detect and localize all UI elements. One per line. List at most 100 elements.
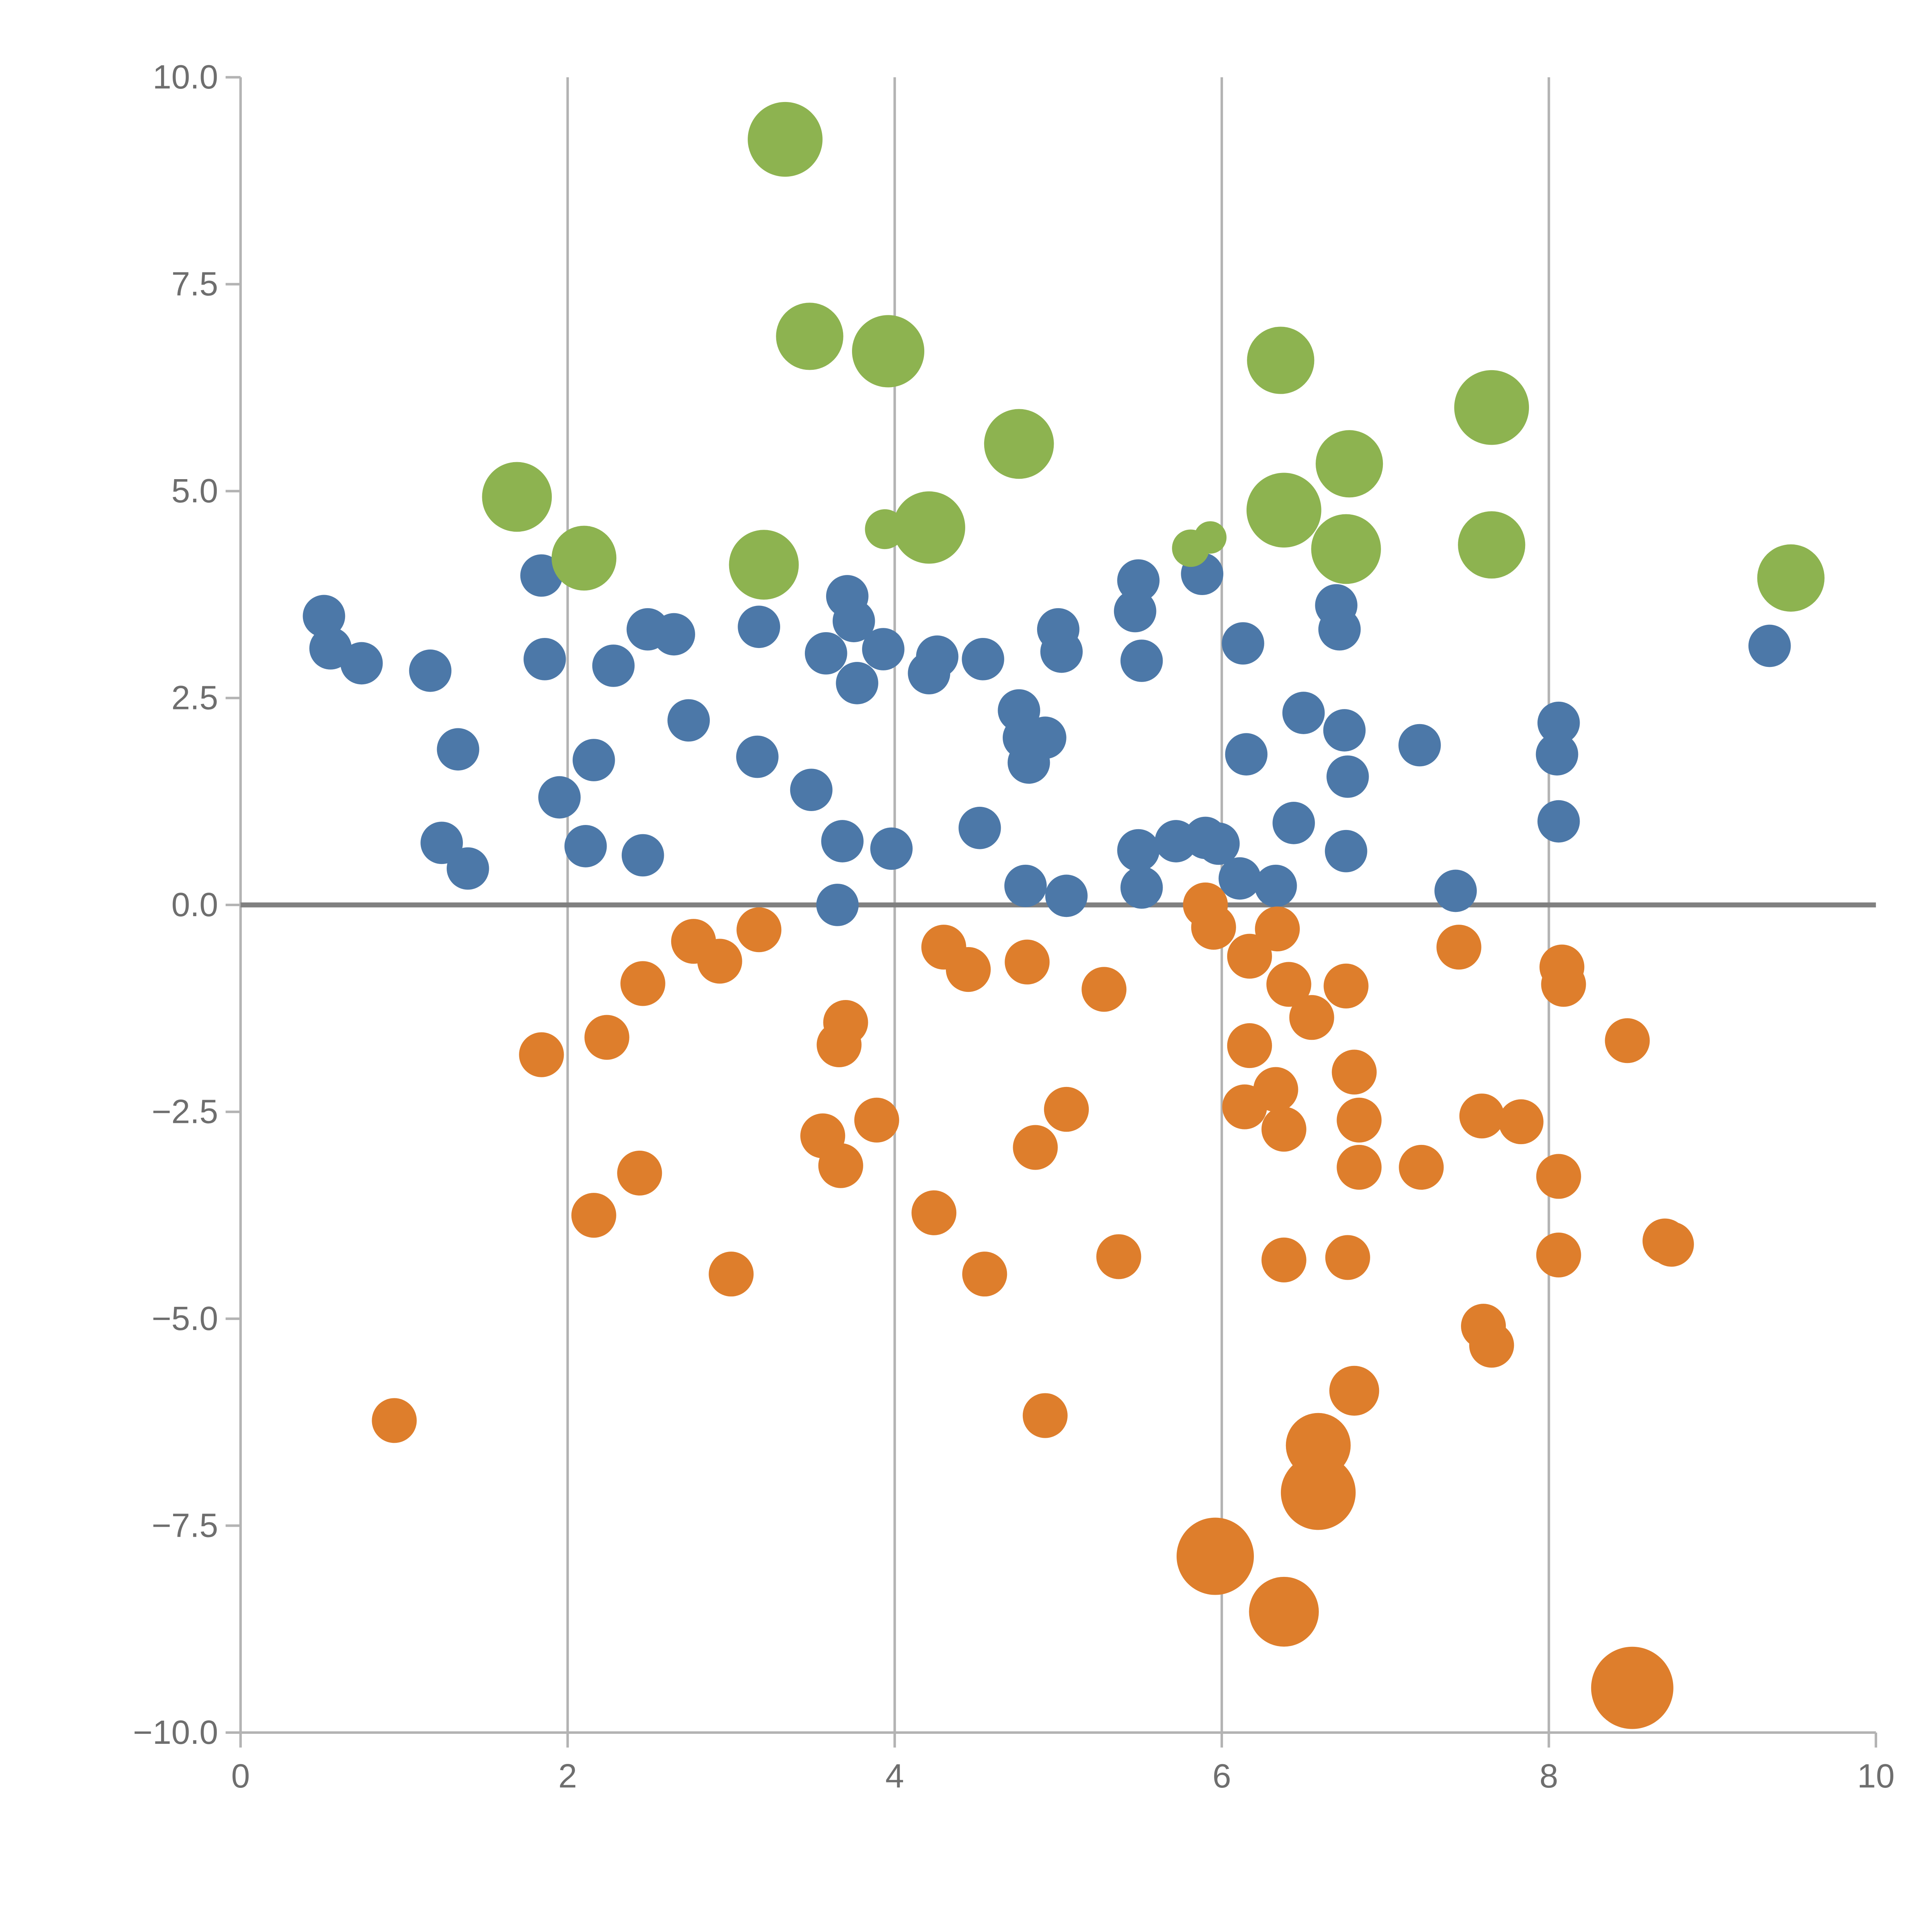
data-point bbox=[1120, 639, 1163, 682]
data-point bbox=[821, 820, 864, 862]
data-point bbox=[1218, 857, 1261, 900]
data-point bbox=[738, 605, 781, 648]
data-point bbox=[832, 600, 875, 643]
data-point bbox=[1536, 733, 1578, 776]
data-point bbox=[1197, 822, 1240, 865]
data-point bbox=[697, 939, 742, 984]
data-point bbox=[1082, 967, 1127, 1012]
data-point bbox=[617, 1150, 662, 1196]
data-point bbox=[946, 947, 991, 992]
data-point bbox=[1281, 1455, 1356, 1530]
data-point bbox=[1536, 1154, 1581, 1199]
data-point bbox=[303, 595, 345, 638]
y-tick-label: −7.5 bbox=[152, 1507, 218, 1544]
data-point bbox=[1120, 866, 1163, 909]
data-point bbox=[520, 554, 563, 597]
data-point bbox=[1254, 864, 1297, 907]
data-point bbox=[776, 303, 844, 370]
data-point bbox=[1311, 514, 1381, 584]
data-point bbox=[372, 1398, 417, 1443]
x-tick-label: 4 bbox=[885, 1757, 904, 1795]
data-point bbox=[1536, 1232, 1581, 1278]
data-point bbox=[571, 1193, 616, 1238]
data-point bbox=[1323, 709, 1366, 752]
data-point bbox=[1247, 327, 1315, 394]
data-point bbox=[1024, 716, 1066, 759]
x-tick-label: 0 bbox=[231, 1757, 250, 1795]
y-tick-label: 10.0 bbox=[153, 58, 218, 96]
data-point bbox=[893, 491, 965, 564]
data-point bbox=[854, 1097, 899, 1143]
data-point bbox=[564, 825, 607, 867]
data-point bbox=[1117, 559, 1160, 602]
data-point bbox=[709, 1252, 754, 1297]
data-point bbox=[870, 827, 913, 870]
data-point bbox=[1434, 869, 1477, 912]
y-tick-label: 7.5 bbox=[171, 265, 218, 303]
data-point bbox=[1332, 1049, 1377, 1095]
data-point bbox=[420, 821, 463, 864]
data-point bbox=[1005, 939, 1050, 985]
series-green bbox=[482, 102, 1825, 612]
data-point bbox=[1013, 1125, 1058, 1170]
data-point bbox=[1249, 1577, 1319, 1647]
data-point bbox=[1326, 755, 1369, 798]
data-point bbox=[1325, 830, 1367, 872]
data-point bbox=[551, 526, 617, 591]
data-point bbox=[1225, 733, 1268, 776]
data-point bbox=[1541, 962, 1586, 1007]
data-point bbox=[862, 628, 905, 670]
data-point bbox=[1194, 521, 1227, 554]
data-point bbox=[823, 1000, 868, 1045]
y-tick-label: 0.0 bbox=[171, 886, 218, 923]
data-point bbox=[437, 728, 480, 771]
data-point bbox=[653, 613, 695, 656]
data-point bbox=[1605, 1018, 1650, 1063]
data-point bbox=[1454, 370, 1529, 445]
data-point bbox=[984, 409, 1054, 479]
data-point bbox=[804, 632, 847, 675]
data-point bbox=[1537, 701, 1580, 744]
data-point bbox=[1315, 584, 1358, 627]
data-point bbox=[1253, 1067, 1298, 1112]
data-point bbox=[836, 662, 878, 704]
data-point bbox=[1227, 1023, 1272, 1068]
data-point bbox=[790, 769, 833, 811]
data-point bbox=[340, 642, 383, 685]
y-tick-label: 5.0 bbox=[171, 472, 218, 510]
y-tick-label: −5.0 bbox=[152, 1300, 218, 1337]
data-point bbox=[523, 638, 566, 680]
data-point bbox=[409, 649, 452, 692]
data-point bbox=[1337, 1097, 1382, 1143]
x-tick-label: 6 bbox=[1213, 1757, 1231, 1795]
x-tick-label: 8 bbox=[1539, 1757, 1558, 1795]
data-point bbox=[1282, 692, 1325, 734]
data-point bbox=[1004, 864, 1047, 907]
data-point bbox=[1222, 622, 1264, 665]
data-point bbox=[1498, 1099, 1544, 1145]
data-point bbox=[620, 961, 665, 1006]
data-point bbox=[538, 776, 581, 819]
data-point bbox=[818, 1143, 863, 1188]
data-point bbox=[519, 1032, 564, 1077]
data-point bbox=[592, 645, 635, 687]
data-point bbox=[1177, 1517, 1254, 1595]
data-point bbox=[729, 530, 799, 600]
data-point bbox=[447, 847, 489, 890]
data-point bbox=[1096, 1234, 1141, 1279]
data-point bbox=[1266, 962, 1311, 1007]
data-point bbox=[736, 907, 782, 952]
data-point bbox=[1261, 1237, 1306, 1282]
data-point bbox=[584, 1015, 629, 1060]
series-orange bbox=[372, 882, 1694, 1729]
data-point bbox=[911, 1190, 957, 1235]
data-point bbox=[1261, 1107, 1306, 1152]
data-point bbox=[1315, 430, 1383, 498]
data-point bbox=[958, 806, 1001, 849]
data-point bbox=[916, 635, 959, 678]
data-point bbox=[1323, 963, 1369, 1009]
data-point bbox=[1458, 511, 1526, 579]
data-point bbox=[621, 834, 664, 877]
